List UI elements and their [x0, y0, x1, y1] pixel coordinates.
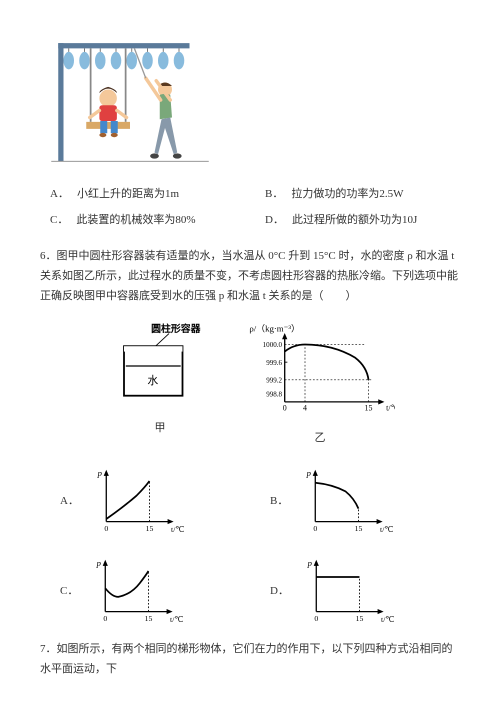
q6-figures: 圆柱形容器 水 甲 ρ/（kg·m⁻³） 1000.0 999.6 999.2 …	[40, 321, 460, 445]
option-text: 拉力做功的功率为2.5W	[291, 185, 403, 201]
svg-text:0: 0	[314, 614, 318, 623]
option-letter: A．	[60, 492, 79, 508]
graph-option-c: C． p t/℃ 0 15	[60, 555, 230, 625]
container-label: 圆柱形容器	[151, 322, 201, 335]
svg-text:1000.0: 1000.0	[263, 342, 283, 350]
child	[90, 87, 127, 137]
swing-illustration	[40, 30, 220, 170]
svg-text:p: p	[307, 558, 313, 568]
option-letter: A．	[50, 185, 69, 201]
svg-text:998.8: 998.8	[266, 391, 282, 399]
svg-text:t/℃: t/℃	[381, 615, 394, 624]
density-chart: ρ/（kg·m⁻³） 1000.0 999.6 999.2 998.8 0 4 …	[245, 321, 395, 445]
frame-post	[58, 43, 63, 161]
option-letter: C．	[50, 211, 68, 227]
caption-left: 甲	[105, 419, 215, 435]
svg-text:4: 4	[303, 404, 307, 413]
container-outline	[124, 347, 183, 397]
option-a: A． 小红上升的距离为1m	[50, 185, 245, 201]
svg-text:t/℃: t/℃	[170, 615, 183, 624]
svg-text:0: 0	[314, 524, 318, 533]
option-letter: D．	[270, 582, 289, 598]
option-d: D． 此过程所做的额外功为10J	[265, 211, 460, 227]
q6-text: 6．图甲中圆柱形容器装有适量的水，当水温从 0°C 升到 15°C 时，水的密度…	[40, 247, 460, 306]
swing-seat	[86, 122, 130, 129]
water-label: 水	[147, 375, 158, 387]
svg-text:15: 15	[146, 524, 154, 533]
graph-option-a: A． p t/℃ 0 15	[60, 465, 230, 535]
option-text: 此过程所做的额外功为10J	[292, 211, 417, 227]
svg-text:15: 15	[145, 614, 153, 623]
ylabel: ρ/（kg·m⁻³）	[249, 324, 299, 334]
container-figure: 圆柱形容器 水 甲	[105, 321, 215, 445]
graph-option-b: B． p t/℃ 0 15	[270, 465, 440, 535]
svg-text:999.6: 999.6	[266, 359, 282, 367]
q5-options: A． 小红上升的距离为1m B． 拉力做功的功率为2.5W C． 此装置的机械效…	[50, 185, 460, 227]
svg-text:t/℃: t/℃	[386, 404, 395, 413]
svg-text:999.2: 999.2	[266, 377, 282, 385]
caption-right: 乙	[245, 429, 395, 445]
svg-text:t/℃: t/℃	[380, 525, 393, 534]
svg-text:15: 15	[365, 404, 373, 413]
svg-text:p: p	[306, 468, 312, 478]
svg-text:15: 15	[355, 524, 363, 533]
svg-text:0: 0	[104, 614, 108, 623]
option-c: C． 此装置的机械效率为80%	[50, 211, 245, 227]
svg-text:p: p	[96, 558, 102, 568]
svg-text:p: p	[97, 468, 103, 478]
option-text: 此装置的机械效率为80%	[76, 211, 195, 227]
option-letter: B．	[270, 492, 288, 508]
svg-text:0: 0	[283, 404, 287, 413]
density-curve	[285, 345, 369, 380]
option-text: 小红上升的距离为1m	[77, 185, 179, 201]
graph-option-d: D． p t/℃ 0 15	[270, 555, 440, 625]
frame-bar	[58, 43, 189, 48]
option-letter: C．	[60, 582, 78, 598]
option-letter: D．	[265, 211, 284, 227]
option-letter: B．	[265, 185, 283, 201]
svg-text:t/℃: t/℃	[171, 525, 184, 534]
decorations	[64, 48, 185, 69]
q7-text: 7．如图所示，有两个相同的梯形物体，它们在力的作用下，以下列四种方式沿相同的水平…	[40, 640, 460, 680]
svg-text:0: 0	[104, 524, 108, 533]
q6-graph-options: A． p t/℃ 0 15 B． p t/℃ 0 15	[60, 465, 440, 625]
svg-text:15: 15	[356, 614, 364, 623]
option-b: B． 拉力做功的功率为2.5W	[265, 185, 460, 201]
